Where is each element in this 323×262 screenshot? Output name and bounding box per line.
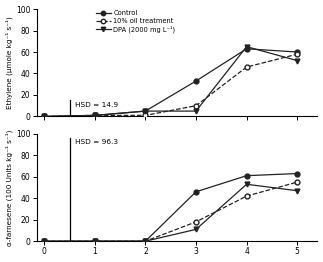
Text: HSD = 14.9: HSD = 14.9 — [75, 102, 118, 107]
Legend: Control, 10% oil treatment, DPA (2000 mg L⁻¹): Control, 10% oil treatment, DPA (2000 mg… — [96, 10, 175, 33]
Text: HSD = 96.3: HSD = 96.3 — [75, 139, 118, 145]
Y-axis label: Ethylene (μmole kg⁻¹ s⁻¹): Ethylene (μmole kg⁻¹ s⁻¹) — [5, 17, 13, 109]
Y-axis label: α-farnesene (100 Units kg⁻¹ s⁻¹): α-farnesene (100 Units kg⁻¹ s⁻¹) — [5, 129, 13, 246]
